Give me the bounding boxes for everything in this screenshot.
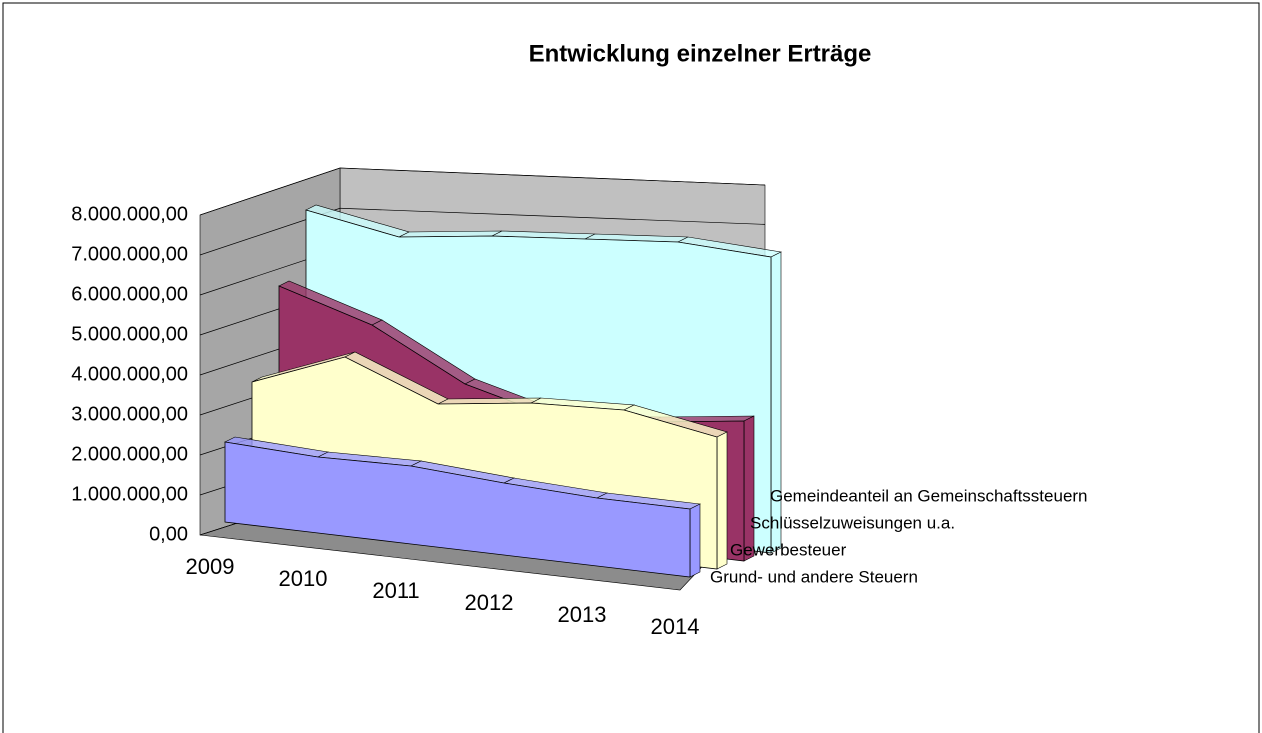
area-side [689,503,701,578]
grid-line [339,167,766,186]
y-tick-label: 0,00 [149,523,188,545]
x-tick-label: 2012 [465,590,514,615]
x-tick-label: 2010 [279,566,328,591]
grid-line [339,207,766,225]
grid-line [199,167,341,216]
x-tick-label: 2014 [651,614,700,639]
x-tick-label: 2009 [186,554,235,579]
y-tick-label: 2.000.000,00 [71,443,188,465]
depth-label: Grund- und andere Steuern [710,567,918,586]
depth-label: Gemeindeanteil an Gemeinschaftssteuern [770,486,1088,505]
y-tick-label: 1.000.000,00 [71,483,188,505]
y-tick-label: 8.000.000,00 [71,203,188,225]
depth-label: Schlüsselzuweisungen u.a. [750,513,955,532]
x-tick-label: 2013 [558,602,607,627]
y-tick-label: 6.000.000,00 [71,283,188,305]
area [224,441,691,578]
x-tick-label: 2011 [372,578,419,603]
area-side [770,251,782,554]
area-side [716,431,728,570]
depth-label: Gewerbesteuer [730,540,847,559]
y-tick-label: 3.000.000,00 [71,403,188,425]
y-tick-label: 4.000.000,00 [71,363,188,385]
chart-title: Entwicklung einzelner Erträge [529,40,872,67]
y-tick-label: 5.000.000,00 [71,323,188,345]
y-tick-label: 7.000.000,00 [71,243,188,265]
area-side [743,415,755,562]
